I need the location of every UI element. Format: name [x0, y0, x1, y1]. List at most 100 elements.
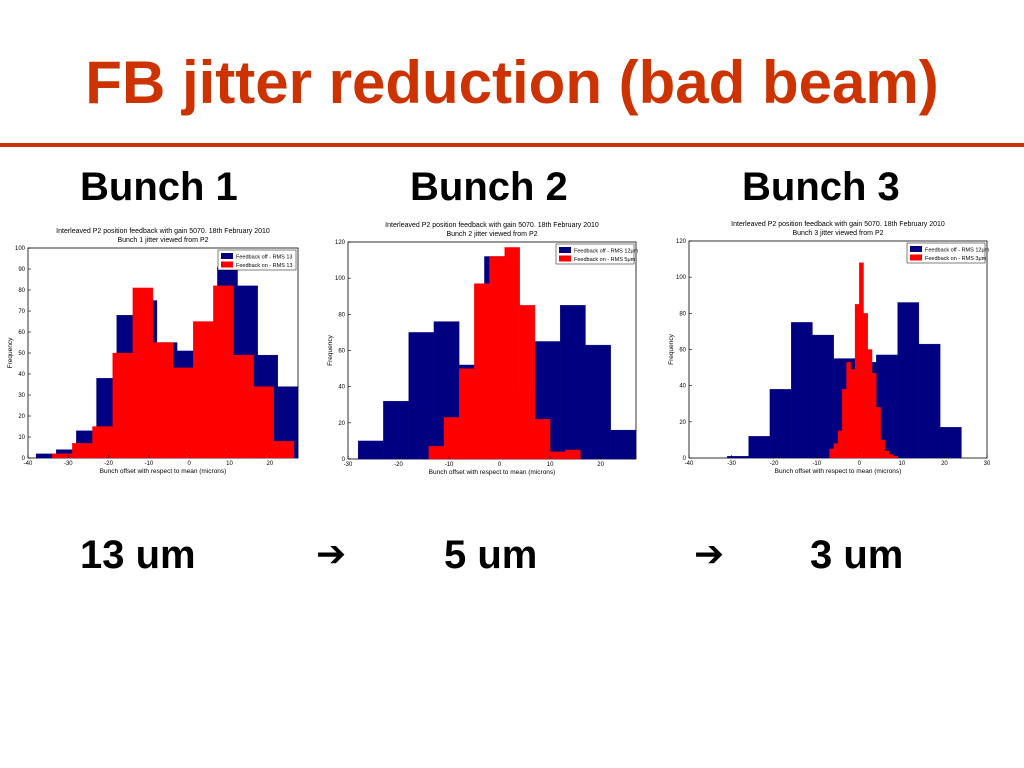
feedback-on-bar — [854, 304, 860, 459]
legend-box — [217, 249, 297, 271]
feedback-on-bar — [273, 441, 295, 459]
feedback-on-bar — [888, 454, 894, 459]
y-tick-label: 20 — [18, 414, 25, 420]
y-tick-label: 0 — [22, 456, 26, 462]
feedback-on-bar — [428, 446, 445, 460]
x-tick-label: -20 — [770, 461, 779, 467]
feedback-on-bar — [443, 417, 460, 460]
y-tick-label: 30 — [18, 393, 25, 399]
right-arrow-icon: ➔ — [694, 534, 725, 575]
feedback-on-bar — [837, 430, 843, 459]
feedback-off-bar — [408, 332, 435, 460]
legend-swatch — [559, 255, 571, 262]
feedback-off-bar — [560, 305, 586, 460]
feedback-on-bar — [842, 389, 847, 459]
y-axis-label: Frequency — [327, 334, 334, 365]
feedback-off-bar — [940, 427, 962, 459]
legend-label: Feedback on - RMS 3μm — [925, 256, 987, 262]
title-divider — [0, 143, 1024, 147]
x-tick-label: 0 — [498, 462, 502, 468]
y-tick-label: 70 — [18, 309, 25, 315]
x-tick-label: -40 — [24, 461, 33, 467]
y-tick-label: 120 — [676, 239, 687, 245]
feedback-on-bar — [172, 367, 194, 459]
x-axis-label: Bunch offset with respect to mean (micro… — [775, 468, 902, 475]
feedback-on-bar — [867, 349, 873, 459]
bunch-1-rms-result: 13 um — [80, 533, 196, 577]
x-tick-label: 20 — [941, 461, 948, 467]
chart-subtitle: Bunch 1 jitter viewed from P2 — [117, 237, 208, 244]
x-tick-label: -40 — [685, 461, 694, 467]
legend-swatch — [559, 247, 571, 253]
x-tick-label: 20 — [597, 462, 604, 468]
y-tick-label: 10 — [18, 435, 25, 441]
y-tick-label: 120 — [335, 240, 346, 246]
legend-label: Feedback off - RMS 13 — [236, 255, 292, 261]
y-tick-label: 60 — [679, 348, 686, 354]
feedback-on-bar — [829, 448, 834, 459]
y-tick-label: 50 — [18, 351, 25, 357]
legend-label: Feedback on - RMS 5μm — [574, 257, 636, 263]
x-tick-label: -20 — [104, 461, 113, 467]
y-tick-label: 40 — [338, 385, 345, 391]
x-tick-label: 20 — [266, 461, 273, 467]
x-tick-label: 10 — [899, 461, 906, 467]
y-tick-label: 20 — [338, 421, 345, 427]
bunch-3-histogram: Interleaved P2 position feedback with ga… — [640, 215, 990, 483]
chart-subtitle: Bunch 2 jitter viewed from P2 — [446, 231, 537, 238]
x-tick-label: 0 — [188, 461, 192, 467]
legend-label: Feedback on - RMS 13 — [236, 263, 293, 269]
feedback-on-bar — [253, 386, 274, 459]
x-tick-label: -10 — [145, 461, 154, 467]
feedback-on-bar — [880, 439, 885, 459]
feedback-off-bar — [727, 456, 749, 459]
feedback-off-bar — [383, 400, 409, 460]
x-tick-label: -30 — [727, 461, 736, 467]
chart-title: Interleaved P2 position feedback with ga… — [731, 221, 945, 228]
feedback-on-bar — [52, 453, 73, 459]
y-tick-label: 100 — [335, 276, 346, 282]
feedback-on-bar — [876, 407, 881, 459]
feedback-off-bar — [357, 440, 384, 460]
feedback-off-bar — [812, 334, 834, 459]
feedback-on-bar — [233, 354, 254, 459]
feedback-on-bar — [193, 321, 214, 459]
x-tick-label: 10 — [547, 462, 554, 468]
bunch-3-label: Bunch 3 — [742, 165, 900, 209]
feedback-off-bar — [610, 429, 637, 460]
feedback-off-bar — [769, 389, 792, 459]
feedback-on-bar — [72, 443, 93, 459]
feedback-on-bar — [871, 372, 877, 459]
x-tick-label: 0 — [858, 461, 862, 467]
x-tick-label: -10 — [445, 462, 454, 468]
feedback-on-bar — [846, 362, 851, 459]
y-tick-label: 20 — [679, 420, 686, 426]
feedback-on-bar — [534, 419, 551, 460]
x-tick-label: -10 — [812, 461, 821, 467]
feedback-on-bar — [504, 247, 520, 460]
y-tick-label: 0 — [342, 457, 346, 463]
feedback-off-bar — [897, 302, 920, 459]
chart-title: Interleaved P2 position feedback with ga… — [56, 228, 270, 235]
bunch-1-label: Bunch 1 — [80, 165, 238, 209]
feedback-on-bar — [489, 256, 505, 460]
slide-title: FB jitter reduction (bad beam) — [85, 49, 939, 116]
feedback-on-bar — [213, 285, 234, 459]
bunch-1-histogram: Interleaved P2 position feedback with ga… — [0, 215, 300, 483]
chart-title: Interleaved P2 position feedback with ga… — [385, 222, 599, 229]
y-tick-label: 80 — [679, 311, 686, 317]
legend-swatch — [221, 253, 233, 259]
x-tick-label: -30 — [64, 461, 73, 467]
feedback-off-bar — [585, 344, 611, 460]
legend-swatch — [910, 246, 922, 252]
bunch-2-label: Bunch 2 — [410, 165, 568, 209]
y-tick-label: 60 — [18, 330, 25, 336]
x-axis-label: Bunch offset with respect to mean (micro… — [429, 469, 556, 476]
right-arrow-icon: ➔ — [316, 534, 347, 575]
legend-box — [906, 242, 986, 264]
feedback-off-bar — [791, 322, 813, 459]
x-axis-label: Bunch offset with respect to mean (micro… — [100, 468, 227, 475]
feedback-on-bar — [859, 262, 864, 459]
bunch-3-rms-result: 3 um — [810, 533, 904, 577]
legend-swatch — [221, 261, 233, 268]
